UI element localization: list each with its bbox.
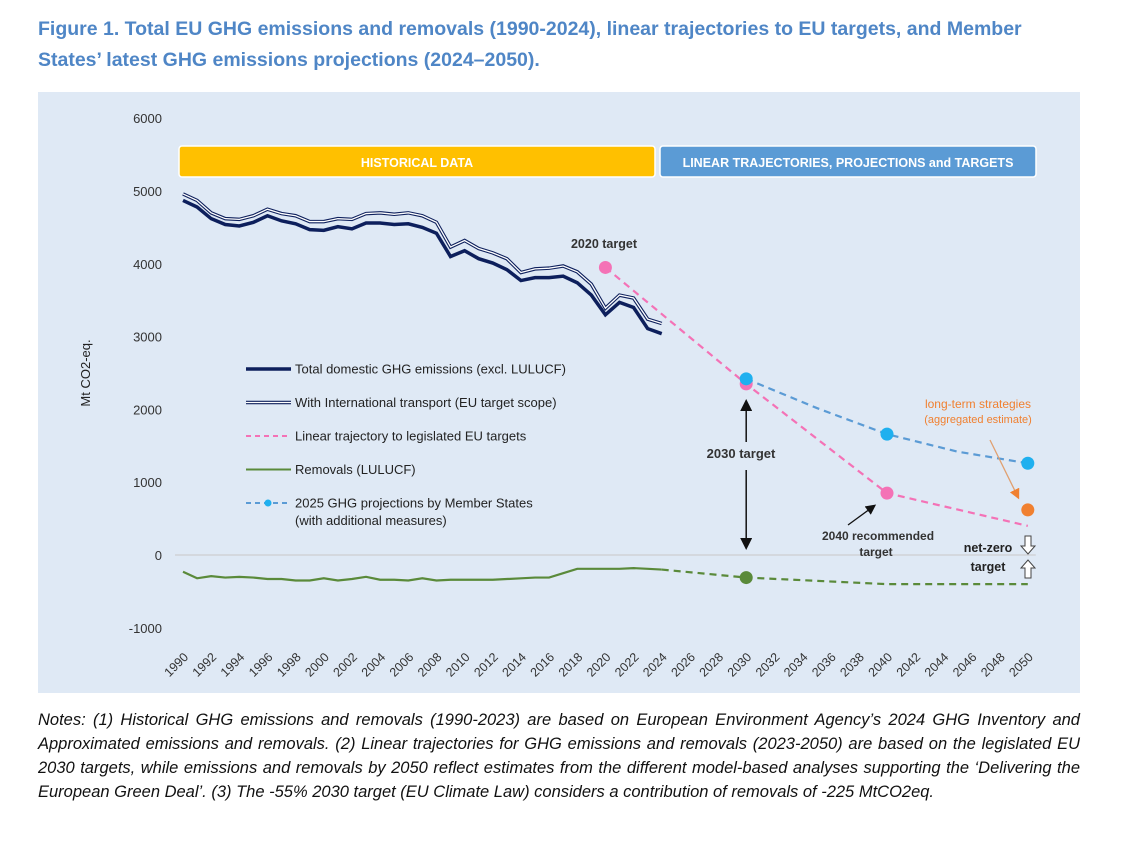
y-tick-label: 5000 [133,184,162,199]
x-tick-label: 2020 [584,650,614,680]
y-tick-label: 6000 [133,111,162,126]
x-tick-label: 2002 [331,650,361,680]
x-tick-label: 2014 [499,650,529,680]
series-2025-ghg-projections-by-member-states-with-additional-measures-marker-2050 [1021,456,1035,470]
x-tick-label: 2030 [725,650,755,680]
x-tick-label: 1996 [246,650,276,680]
x-tick-label: 2018 [556,650,586,680]
y-tick-label: 2000 [133,402,162,417]
y-tick-label: 3000 [133,330,162,345]
x-tick-label: 2008 [415,650,445,680]
x-tick-label: 2024 [640,650,670,680]
net-zero-down-arrow-icon [1019,535,1037,555]
series-with-international-transport-eu-target-scope-line-inner [182,193,662,325]
arrow-2040 [847,504,877,526]
series-2025-ghg-projections-by-member-states-with-additional-measures-marker-2030 [739,372,753,386]
annotation-2020-target: 2020 target [571,237,638,251]
x-tick-label: 1990 [162,650,192,680]
y-axis-label: Mt CO2-eq. [78,339,93,406]
figure-notes: Notes: (1) Historical GHG emissions and … [38,711,1080,801]
annotation-long-term-strategies: long-term strategies [925,397,1031,411]
y-tick-label: -1000 [129,621,162,636]
x-tick-label: 2036 [809,650,839,680]
chart-area: 6000 5000 4000 3000 2000 1000 0 -1000 Mt CO2-eq.… [38,92,1080,693]
x-tick-label: 1998 [274,650,304,680]
annotation-long-term-strategies-2: (aggregated estimate) [924,414,1032,426]
series-long-term-strategies-aggregated-estimate-marker-2050 [1021,503,1035,517]
series-2025-ghg-projections-by-member-states-with-additional-measures-line [745,377,1028,465]
annotation-net-zero-2: target [971,560,1007,574]
x-tick-label: 2006 [387,650,417,680]
legend-label: Removals (LULUCF) [295,462,416,477]
x-tick-label: 2026 [668,650,698,680]
annotation-net-zero: net-zero [964,541,1013,555]
series-total-domestic-ghg-emissions-excl-lulucf-line [182,198,663,336]
legend-label: Total domestic GHG emissions (excl. LULU… [295,362,566,377]
series-removals-trajectory-marker-2030 [739,571,753,585]
legend-label: 2025 GHG projections by Member States [295,496,533,511]
x-tick-label: 2000 [302,650,332,680]
series-removals-trajectory-line [661,568,1028,586]
x-tick-label: 2034 [781,650,811,680]
y-tick-label: 1000 [133,475,162,490]
x-tick-label: 2038 [837,650,867,680]
x-tick-label: 2028 [697,650,727,680]
legend-label: Linear trajectory to legislated EU targe… [295,429,527,444]
ghg-chart: 6000 5000 4000 3000 2000 1000 0 -1000 Mt CO2-eq.… [78,111,1037,680]
x-tick-label: 2040 [866,650,896,680]
x-tick-label: 2050 [1006,650,1036,680]
series-linear-trajectory-to-legislated-eu-targets-marker-2040 [880,486,894,500]
projections-banner-label: LINEAR TRAJECTORIES, PROJECTIONS and TAR… [683,156,1014,170]
series-linear-trajectory-to-legislated-eu-targets-marker-2020 [598,260,612,274]
figure-title: Figure 1. Total EU GHG emissions and rem… [38,18,1022,71]
x-tick-label: 2032 [753,650,783,680]
legend-marker [264,499,272,507]
legend-label: (with additional measures) [295,513,447,528]
series-2025-ghg-projections-by-member-states-with-additional-measures-marker-2040 [880,427,894,441]
annotation-2040-target: 2040 recommended [822,529,934,543]
historical-banner [178,145,656,178]
x-tick-label: 2022 [612,650,642,680]
net-zero-up-arrow-icon [1019,559,1037,579]
series-with-international-transport-eu-target-scope-line [182,192,663,326]
series-removals-lulucf-line [182,567,662,582]
projections-banner [659,145,1037,178]
x-tick-label: 1994 [218,650,248,680]
y-tick-label: 0 [155,548,162,563]
x-tick-label: 2012 [471,650,501,680]
historical-banner-label: HISTORICAL DATA [361,156,473,170]
y-tick-label: 4000 [133,257,162,272]
legend-label: With International transport (EU target … [295,395,557,410]
x-tick-label: 2042 [894,650,924,680]
x-tick-label: 2048 [978,650,1008,680]
x-tick-label: 2044 [922,650,952,680]
x-tick-label: 1992 [190,650,220,680]
annotation-2030-target: 2030 target [707,446,776,461]
x-tick-label: 2004 [359,650,389,680]
x-tick-label: 2010 [443,650,473,680]
x-tick-label: 2016 [528,650,558,680]
series-linear-trajectory-to-legislated-eu-targets-line [604,266,1029,527]
x-tick-label: 2046 [950,650,980,680]
annotation-2040-target-2: target [859,545,892,559]
arrow-long-term-strategies [989,439,1020,500]
